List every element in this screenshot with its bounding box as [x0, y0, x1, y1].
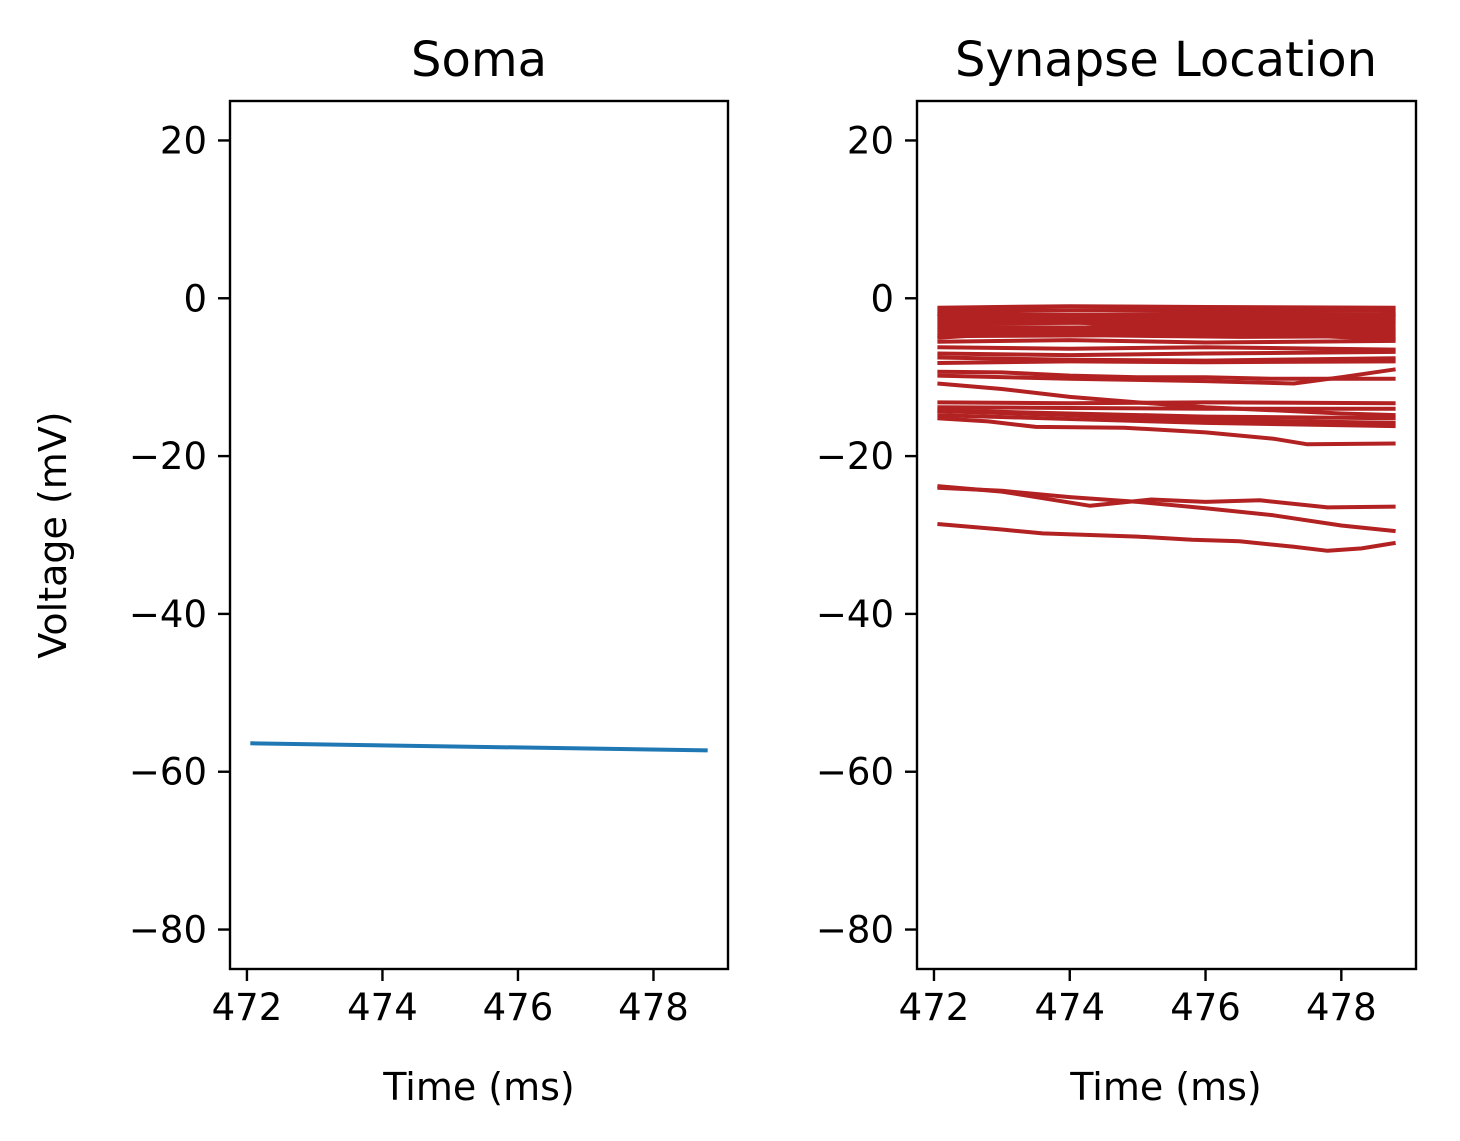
- synapse-y-tick-label: −40: [816, 593, 894, 636]
- soma-x-axis-label: Time (ms): [382, 1065, 575, 1109]
- soma-panel: Soma 472 474 476 478 20 0 −20 −40 −60 −80 Time (m…: [31, 32, 730, 1109]
- synapse-trace-29: [937, 522, 1396, 553]
- synapse-trace-14: [937, 345, 1396, 352]
- synapse-x-tick-label: 474: [1034, 986, 1105, 1029]
- synapse-plot-area: [937, 304, 1396, 553]
- synapse-trace-13: [937, 338, 1396, 345]
- synapse-y-tick-label: 0: [870, 277, 894, 320]
- synapse-y-tick-label: −80: [816, 909, 894, 952]
- soma-y-tick-label: −80: [129, 909, 207, 952]
- soma-y-tick-label: −60: [129, 751, 207, 794]
- soma-y-tick-label: 20: [160, 119, 207, 162]
- synapse-y-tick-label: −60: [816, 751, 894, 794]
- synapse-x-axis-label: Time (ms): [1069, 1065, 1262, 1109]
- synapse-trace-17: [937, 359, 1396, 365]
- synapse-x-tick-label: 476: [1170, 986, 1241, 1029]
- synapse-panel: Synapse Location 472 474 476 478 20 0 −20 −40 −6…: [816, 32, 1418, 1109]
- synapse-trace-22: [937, 405, 1396, 411]
- synapse-x-tick-label: 472: [899, 986, 970, 1029]
- synapse-trace-19: [937, 367, 1396, 386]
- synapse-trace-5: [937, 318, 1396, 324]
- synapse-y-tick-label: 20: [847, 119, 894, 162]
- soma-y-tick-label: −20: [129, 435, 207, 478]
- synapse-y-tick-label: −20: [816, 435, 894, 478]
- synapse-trace-2: [937, 308, 1396, 313]
- synapse-trace-1: [937, 304, 1396, 310]
- soma-trace-1: [250, 741, 708, 753]
- soma-x-tick-label: 478: [618, 986, 689, 1029]
- soma-title: Soma: [411, 32, 547, 88]
- soma-y-axis-label: Voltage (mV): [31, 411, 75, 658]
- soma-ticks: 472 474 476 478 20 0 −20 −40 −60 −80: [129, 119, 689, 1029]
- synapse-trace-21: [937, 400, 1396, 406]
- soma-x-tick-label: 474: [347, 986, 418, 1029]
- synapse-trace-24: [937, 409, 1396, 425]
- synapse-ticks: 472 474 476 478 20 0 −20 −40 −60 −80: [816, 119, 1377, 1029]
- synapse-trace-26: [937, 416, 1396, 447]
- soma-y-tick-label: −40: [129, 593, 207, 636]
- soma-plot-area: [250, 741, 708, 753]
- soma-axes-frame: [228, 99, 730, 971]
- synapse-trace-15: [937, 349, 1396, 358]
- synapse-trace-12: [937, 312, 1396, 340]
- synapse-trace-25: [937, 413, 1396, 429]
- soma-x-tick-label: 472: [212, 986, 283, 1029]
- synapse-x-tick-label: 478: [1306, 986, 1377, 1029]
- synapse-title: Synapse Location: [955, 32, 1377, 88]
- synapse-trace-3: [937, 312, 1396, 317]
- synapse-trace-28: [937, 485, 1396, 534]
- synapse-axes-frame: [915, 99, 1418, 971]
- synapse-trace-20: [937, 381, 1396, 418]
- soma-x-tick-label: 476: [483, 986, 554, 1029]
- soma-y-tick-label: 0: [183, 277, 207, 320]
